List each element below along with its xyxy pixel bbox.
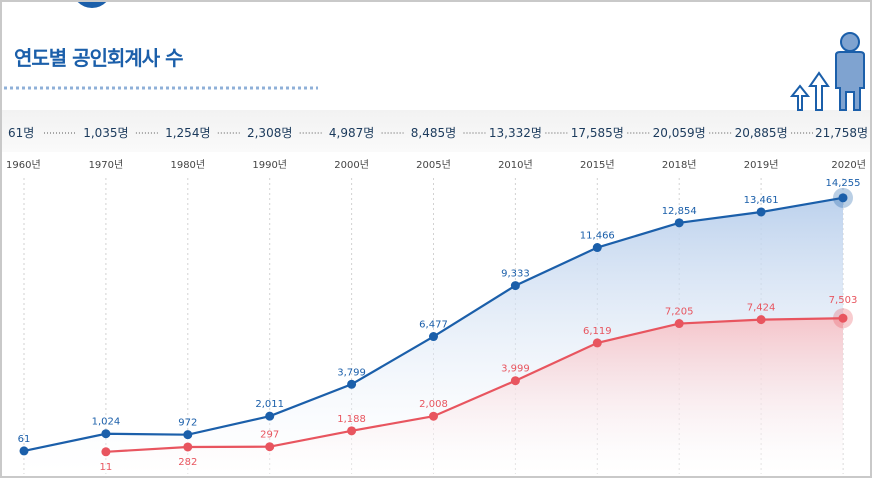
blue-series-point [101,429,111,439]
x-tick-labels: 1960년 1970년 1980년 1990년 2000년 2005년 2010년 2015년… [6,159,866,171]
blue-series-point [19,446,29,456]
x-tick-label: 2010년 [498,159,533,171]
red-series-value-label: 7,503 [829,295,858,306]
blue-series-value-label: 12,854 [662,206,697,217]
blue-series-value-label: 6,477 [419,320,448,331]
blue-series-value-label: 61 [18,434,31,445]
red-series-value-label: 1,188 [337,414,366,425]
total-label: 8,485명 [411,126,456,140]
point-layer [19,187,853,457]
blue-series-point [838,193,848,203]
blue-series-point [429,332,438,342]
blue-series-value-label: 3,799 [337,367,366,378]
x-tick-label: 2005년 [416,159,451,171]
red-series-point [101,447,111,457]
blue-series-value-label: 972 [178,418,197,429]
x-tick-label: 2018년 [662,159,697,171]
red-series-point [510,376,520,386]
totals-band [2,110,870,152]
blue-series-point [510,281,520,291]
x-tick-label: 1990년 [252,159,287,171]
totals-layer: 61명 1,035명 1,254명 2,308명 4,987명 8,485명 13,332명… [8,126,868,140]
red-series-value-label: 11 [100,462,113,473]
total-label: 13,332명 [489,126,542,140]
red-series-value-label: 2,008 [419,399,448,410]
x-tick-label: 1960년 [6,159,41,171]
x-tick-label: 1980년 [170,159,205,171]
red-series-point [265,442,275,452]
blue-series-value-label: 9,333 [501,269,530,280]
blue-series-point [674,218,684,228]
red-series-point [838,313,848,323]
blue-series-point [183,430,193,440]
red-series-line [105,317,844,453]
blue-series-value-label: 11,466 [580,231,615,242]
x-tick-label: 2020년 [831,159,866,171]
total-label: 1,254명 [165,126,210,140]
x-tick-label: 1970년 [89,159,124,171]
total-label: 17,585명 [571,126,624,140]
blue-series-point [592,243,602,253]
red-series-value-label: 6,119 [583,326,612,337]
red-series-point [592,338,602,348]
total-label: 20,059명 [653,126,706,140]
arrow-up-icon [789,71,830,111]
blue-series-point [347,379,357,389]
figure-icon [835,32,865,111]
red-series-point [756,315,766,325]
area-layer [24,197,843,474]
red-series-value-label: 7,205 [665,307,694,318]
blue-series-value-label: 13,461 [744,195,779,206]
decor-circle [77,2,107,8]
red-series-area [105,318,843,474]
red-series-point [674,319,684,329]
red-series-value-label: 3,999 [501,364,530,375]
blue-series-point [756,207,766,217]
data-label-layer: 61 1,024 972 2,011 3,799 6,477 9,333 11,466 12,8… [18,178,861,473]
red-series-point [429,411,438,421]
blue-series-value-label: 14,255 [826,178,861,189]
red-series-point [183,442,193,452]
total-label: 1,035명 [83,126,128,140]
red-series-value-label: 7,424 [747,303,776,314]
x-tick-label: 2019년 [744,159,779,171]
total-label: 61명 [8,126,34,140]
blue-series-value-label: 2,011 [255,399,284,410]
x-tick-label: 2015년 [580,159,615,171]
total-label: 4,987명 [329,126,374,140]
red-series-point [347,426,357,436]
page-title: 연도별 공인회계사 수 [14,46,184,70]
red-series-value-label: 282 [178,457,197,468]
blue-series-value-label: 1,024 [92,417,121,428]
x-tick-label: 2000년 [334,159,369,171]
total-label: 20,885명 [735,126,788,140]
total-label: 21,758명 [815,126,868,140]
total-label: 2,308명 [247,126,292,140]
red-series-value-label: 297 [260,430,279,441]
blue-series-point [265,411,275,421]
